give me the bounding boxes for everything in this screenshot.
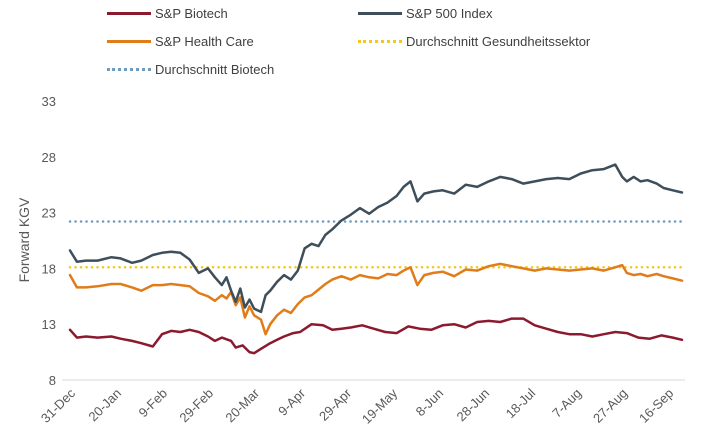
legend-swatch-avg-biotech [107, 68, 151, 71]
x-tick-label: 18-Jul [503, 385, 539, 421]
x-tick-label: 20-Mar [222, 385, 262, 425]
y-tick-label: 18 [42, 261, 56, 276]
x-tick-label: 9-Apr [275, 385, 309, 419]
x-tick-label: 19-May [359, 385, 401, 427]
x-tick-label: 29-Apr [316, 385, 355, 424]
legend-label-healthcare: S&P Health Care [155, 34, 254, 49]
x-tick-label: 16-Sep [636, 386, 676, 426]
legend-item-avg-health: Durchschnitt Gesundheitssektor [358, 34, 590, 49]
legend-swatch-avg-health [358, 40, 402, 43]
series-line-s-p-health-care [68, 262, 684, 336]
legend-item-biotech: S&P Biotech [107, 6, 228, 21]
chart-legend: S&P Biotech S&P 500 Index S&P Health Car… [0, 0, 705, 90]
y-tick-label: 28 [42, 150, 56, 165]
y-tick-label: 23 [42, 206, 56, 221]
legend-swatch-sp500 [358, 12, 402, 15]
x-tick-label: 9-Feb [136, 386, 171, 421]
legend-swatch-biotech [107, 12, 151, 15]
y-tick-label: 8 [49, 373, 56, 388]
y-tick-label: 33 [42, 94, 56, 109]
legend-item-healthcare: S&P Health Care [107, 34, 254, 49]
x-tick-label: 8-Jun [413, 386, 447, 420]
legend-label-sp500: S&P 500 Index [406, 6, 493, 21]
legend-label-biotech: S&P Biotech [155, 6, 228, 21]
series-line-s-p-biotech [68, 317, 684, 355]
x-tick-label: 20-Jan [85, 386, 124, 425]
legend-item-avg-biotech: Durchschnitt Biotech [107, 62, 274, 77]
x-tick-label: 7-Aug [549, 386, 584, 421]
legend-label-avg-biotech: Durchschnitt Biotech [155, 62, 275, 77]
x-tick-label: 29-Feb [176, 386, 216, 426]
legend-swatch-healthcare [107, 40, 151, 43]
y-tick-label: 13 [42, 317, 56, 332]
x-tick-label: 31-Dec [38, 385, 79, 426]
legend-label-avg-health: Durchschnitt Gesundheitssektor [406, 34, 591, 49]
x-tick-label: 27-Aug [590, 386, 630, 426]
x-tick-label: 28-Jun [454, 386, 493, 425]
legend-item-sp500: S&P 500 Index [358, 6, 493, 21]
series-line-s-p-500-index [68, 163, 684, 314]
